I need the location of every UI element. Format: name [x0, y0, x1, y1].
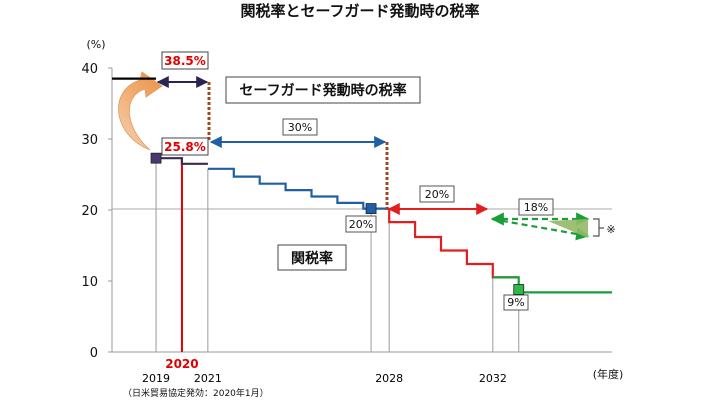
y-tick-label: 40 — [81, 62, 98, 77]
label-safeguard: セーフガード発動時の税率 — [239, 82, 406, 99]
y-tick-label: 10 — [81, 275, 98, 290]
safeguard-dotted-lines — [207, 82, 389, 210]
chart-title: 関税率とセーフガード発動時の税率 — [240, 2, 479, 20]
y-tick-label: 0 — [90, 346, 98, 361]
footnote: （日米貿易協定発効：2020年1月） — [123, 387, 269, 399]
label-30: 30% — [288, 121, 312, 134]
label-18: 18% — [524, 201, 548, 214]
markers-group — [150, 152, 525, 295]
box-20-lower — [345, 215, 377, 233]
span-arrows — [156, 76, 604, 241]
annotations: 38.5% 25.8% セーフガード発動時の税率 30% 20% 18% 関税率… — [123, 51, 616, 399]
range-brace — [593, 218, 604, 237]
x-tick-label: 2019 — [142, 372, 170, 385]
y-ticks: 0 10 20 30 40 — [81, 62, 112, 361]
label-38-5: 38.5% — [164, 54, 206, 68]
box-18 — [518, 198, 554, 216]
range-wedge — [548, 219, 588, 238]
marker-3 — [513, 284, 525, 295]
box-safeguard — [225, 76, 421, 104]
x-tick-label: 2032 — [479, 372, 507, 385]
y-unit-label: (%) — [86, 38, 105, 51]
y-tick-label: 20 — [81, 204, 98, 219]
x-tick-label: 2020 — [165, 357, 198, 371]
label-tariff: 関税率 — [291, 250, 333, 267]
y-tick-label: 30 — [81, 133, 98, 148]
orange-curve-arrow — [118, 71, 163, 151]
label-20-lower: 20% — [349, 218, 373, 231]
note-mark: ※ — [606, 223, 615, 236]
box-30 — [282, 118, 318, 136]
series-line-5 — [492, 276, 612, 294]
x-tick-label: 2021 — [194, 372, 222, 385]
marker-1 — [150, 152, 162, 164]
box-20-upper — [419, 185, 455, 203]
label-25-8: 25.8% — [164, 140, 206, 154]
x-tick-label: 2028 — [375, 372, 403, 385]
series-group — [112, 77, 612, 294]
arrow-18-decline — [491, 217, 590, 241]
box-38-5 — [161, 51, 209, 70]
box-25-8 — [161, 137, 209, 156]
series-line-2 — [156, 157, 208, 165]
box-tariff — [277, 244, 347, 271]
label-20-upper: 20% — [425, 188, 449, 201]
series-line-3 — [207, 167, 390, 210]
marker-2 — [365, 203, 377, 214]
x-unit-label: (年度) — [593, 367, 624, 381]
series-line-4 — [388, 208, 519, 279]
label-9: 9% — [507, 296, 524, 309]
box-9 — [503, 294, 529, 311]
